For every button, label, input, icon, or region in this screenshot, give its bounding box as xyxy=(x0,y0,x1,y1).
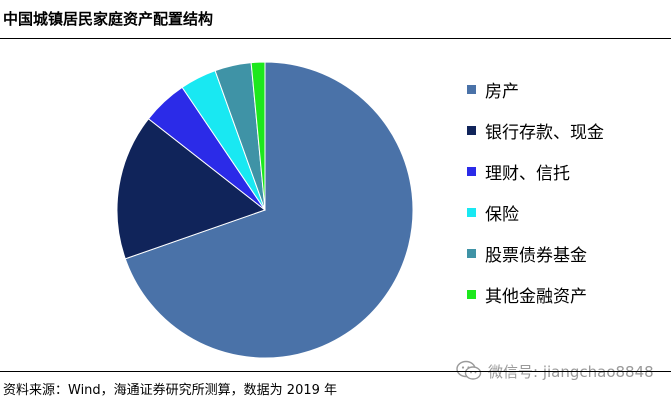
chart-title: 中国城镇居民家庭资产配置结构 xyxy=(3,10,214,28)
legend-item: 理财、信托 xyxy=(467,158,604,184)
legend-label: 保险 xyxy=(485,204,519,225)
pie-chart xyxy=(116,61,414,359)
legend-label: 理财、信托 xyxy=(485,163,570,184)
legend-swatch xyxy=(467,248,476,258)
legend-label: 房产 xyxy=(485,81,519,102)
pie-slice-5 xyxy=(250,61,266,211)
legend-label: 股票债券基金 xyxy=(485,245,587,266)
legend-label: 银行存款、现金 xyxy=(485,122,604,143)
legend-swatch xyxy=(467,125,476,135)
legend-item: 保险 xyxy=(467,199,604,225)
legend-label: 其他金融资产 xyxy=(485,286,587,307)
legend-swatch xyxy=(467,166,476,176)
top-divider xyxy=(0,38,671,39)
legend-swatch xyxy=(467,289,476,299)
chart-legend: 房产 银行存款、现金 理财、信托 保险 股票债券基金 其他金融资产 xyxy=(467,76,604,322)
bottom-divider xyxy=(0,371,671,372)
source-note: 资料来源：Wind，海通证券研究所测算，数据为 2019 年 xyxy=(3,383,338,398)
legend-item: 其他金融资产 xyxy=(467,281,604,307)
wechat-icon xyxy=(456,360,482,380)
pie-slices xyxy=(116,61,414,359)
pie-slice-0 xyxy=(124,61,414,359)
legend-item: 银行存款、现金 xyxy=(467,117,604,143)
legend-swatch xyxy=(467,84,476,94)
legend-item: 股票债券基金 xyxy=(467,240,604,266)
pie-slice-1 xyxy=(116,118,267,260)
legend-swatch xyxy=(467,207,476,217)
legend-item: 房产 xyxy=(467,76,604,102)
